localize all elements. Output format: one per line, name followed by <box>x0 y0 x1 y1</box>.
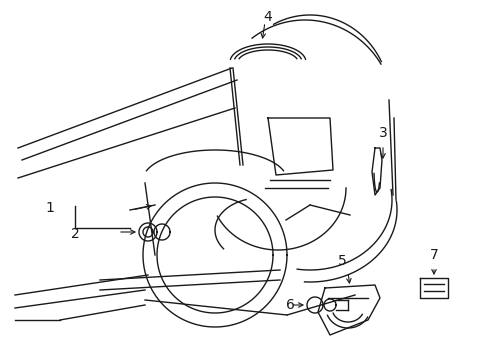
Text: 5: 5 <box>337 254 346 268</box>
Text: 6: 6 <box>285 298 294 312</box>
Text: 7: 7 <box>429 248 437 262</box>
Text: 4: 4 <box>263 10 272 24</box>
Text: 1: 1 <box>45 201 54 215</box>
Text: 2: 2 <box>71 227 80 241</box>
Text: 3: 3 <box>378 126 386 140</box>
